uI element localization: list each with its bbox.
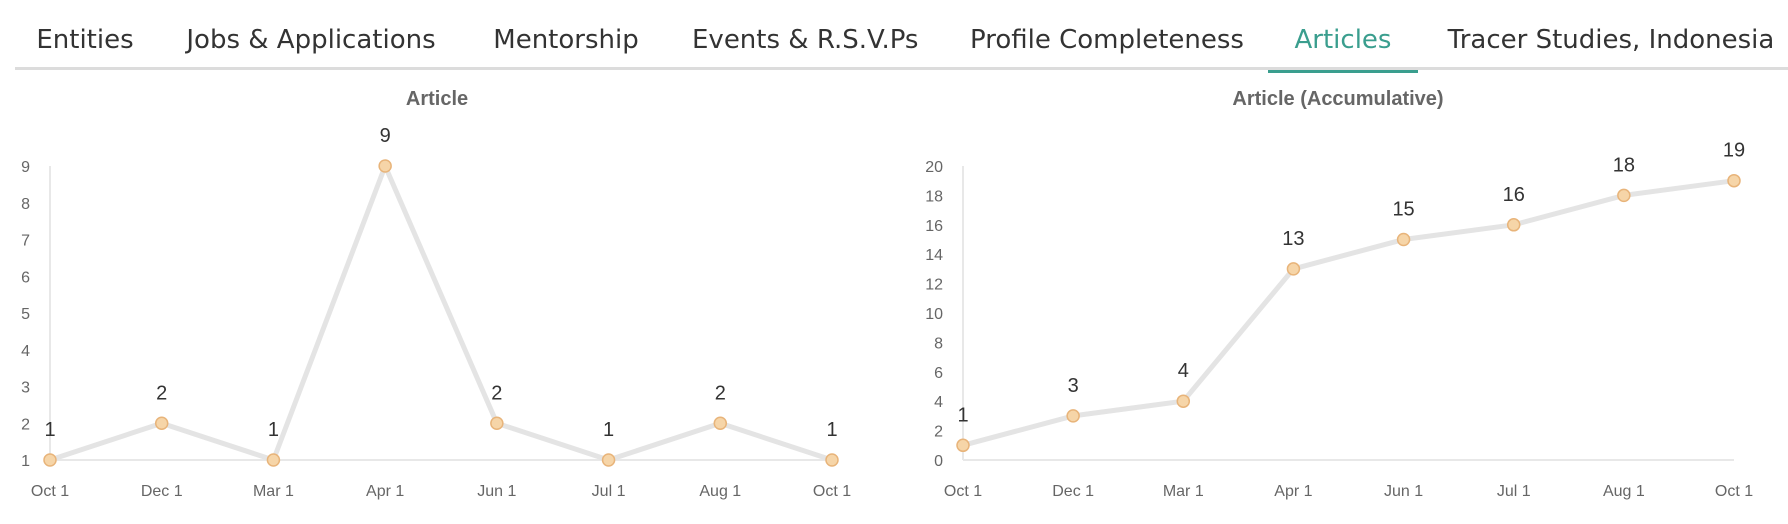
x-tick-label: Dec 1 bbox=[1052, 483, 1094, 500]
tab-bar: Entities Jobs & Applications Mentorship … bbox=[15, 0, 1788, 73]
y-tick-label: 12 bbox=[925, 277, 943, 294]
data-point[interactable] bbox=[1727, 173, 1741, 188]
data-point[interactable] bbox=[1286, 262, 1301, 276]
data-point[interactable] bbox=[266, 453, 281, 467]
data-point[interactable] bbox=[154, 416, 169, 430]
x-tick-label: Jun 1 bbox=[1384, 483, 1423, 500]
y-tick-label: 6 bbox=[934, 365, 943, 382]
data-label: 2 bbox=[491, 382, 502, 404]
data-point[interactable] bbox=[1176, 394, 1191, 408]
y-tick-label: 0 bbox=[934, 453, 943, 470]
data-label: 2 bbox=[156, 382, 167, 404]
tab-entities[interactable]: Entities bbox=[36, 25, 134, 55]
x-tick-label: Mar 1 bbox=[1163, 483, 1204, 500]
data-point[interactable] bbox=[713, 416, 728, 430]
y-tick-label: 18 bbox=[925, 188, 943, 205]
y-tick-label: 4 bbox=[21, 343, 30, 360]
data-label: 19 bbox=[1723, 140, 1745, 162]
chart-title: Article (Accumulative) bbox=[1232, 88, 1443, 110]
x-tick-label: Oct 1 bbox=[31, 483, 69, 500]
y-tick-label: 20 bbox=[925, 159, 943, 176]
y-tick-label: 14 bbox=[925, 247, 943, 264]
x-tick-label: Oct 1 bbox=[944, 483, 982, 500]
x-tick-label: Oct 1 bbox=[1715, 483, 1753, 500]
tab-articles[interactable]: Articles bbox=[1268, 0, 1418, 73]
series-line bbox=[960, 178, 1737, 448]
data-point[interactable] bbox=[1617, 188, 1631, 203]
x-tick-label: Jul 1 bbox=[1497, 483, 1531, 500]
data-point[interactable] bbox=[1396, 232, 1411, 247]
tab-mentorship[interactable]: Mentorship bbox=[493, 25, 639, 55]
y-tick-label: 3 bbox=[21, 380, 30, 397]
data-label: 1 bbox=[268, 419, 279, 441]
y-tick-label: 9 bbox=[21, 159, 30, 176]
x-tick-label: Apr 1 bbox=[1274, 483, 1312, 500]
data-label: 3 bbox=[1068, 375, 1079, 397]
data-point[interactable] bbox=[1066, 409, 1080, 423]
x-tick-label: Aug 1 bbox=[699, 483, 741, 500]
y-tick-label: 1 bbox=[21, 453, 30, 470]
article-accumulative-chart: Article (Accumulative)02468101214161820O… bbox=[925, 88, 1753, 500]
x-tick-label: Aug 1 bbox=[1603, 483, 1645, 500]
x-tick-label: Jul 1 bbox=[592, 483, 626, 500]
data-label: 13 bbox=[1282, 228, 1304, 250]
tab-jobs-applications[interactable]: Jobs & Applications bbox=[186, 25, 436, 55]
y-tick-label: 2 bbox=[21, 416, 30, 433]
data-label: 18 bbox=[1613, 154, 1635, 176]
y-tick-label: 5 bbox=[21, 306, 30, 323]
data-label: 1 bbox=[957, 404, 968, 426]
data-label: 1 bbox=[826, 419, 837, 441]
y-tick-label: 8 bbox=[934, 335, 943, 352]
y-tick-label: 10 bbox=[925, 306, 943, 323]
tab-tracer-studies-indonesia[interactable]: Tracer Studies, Indonesia bbox=[1447, 25, 1775, 55]
data-label: 4 bbox=[1178, 360, 1189, 382]
data-point[interactable] bbox=[825, 453, 839, 467]
x-tick-label: Jun 1 bbox=[477, 483, 516, 500]
data-point[interactable] bbox=[601, 453, 616, 467]
data-label: 1 bbox=[44, 419, 55, 441]
x-tick-label: Mar 1 bbox=[253, 483, 294, 500]
y-tick-label: 7 bbox=[21, 233, 30, 250]
data-point[interactable] bbox=[43, 453, 57, 467]
tab-profile-completeness[interactable]: Profile Completeness bbox=[970, 25, 1244, 55]
data-label: 1 bbox=[603, 419, 614, 441]
data-point[interactable] bbox=[956, 438, 970, 453]
data-point[interactable] bbox=[490, 416, 504, 430]
data-point[interactable] bbox=[378, 159, 392, 173]
x-tick-label: Dec 1 bbox=[141, 483, 183, 500]
data-label: 16 bbox=[1503, 184, 1525, 206]
data-point[interactable] bbox=[1506, 218, 1521, 232]
series-line bbox=[47, 163, 835, 463]
x-tick-label: Oct 1 bbox=[813, 483, 851, 500]
y-tick-label: 8 bbox=[21, 196, 30, 213]
chart-title: Article bbox=[406, 88, 468, 110]
tab-events-rsvps[interactable]: Events & R.S.V.Ps bbox=[692, 25, 919, 55]
y-tick-label: 2 bbox=[934, 424, 943, 441]
y-tick-label: 16 bbox=[925, 218, 943, 235]
data-label: 15 bbox=[1392, 199, 1414, 221]
data-label: 2 bbox=[715, 382, 726, 404]
y-tick-label: 4 bbox=[934, 394, 943, 411]
x-tick-label: Apr 1 bbox=[366, 483, 404, 500]
data-label: 9 bbox=[380, 125, 391, 147]
y-tick-label: 6 bbox=[21, 269, 30, 286]
